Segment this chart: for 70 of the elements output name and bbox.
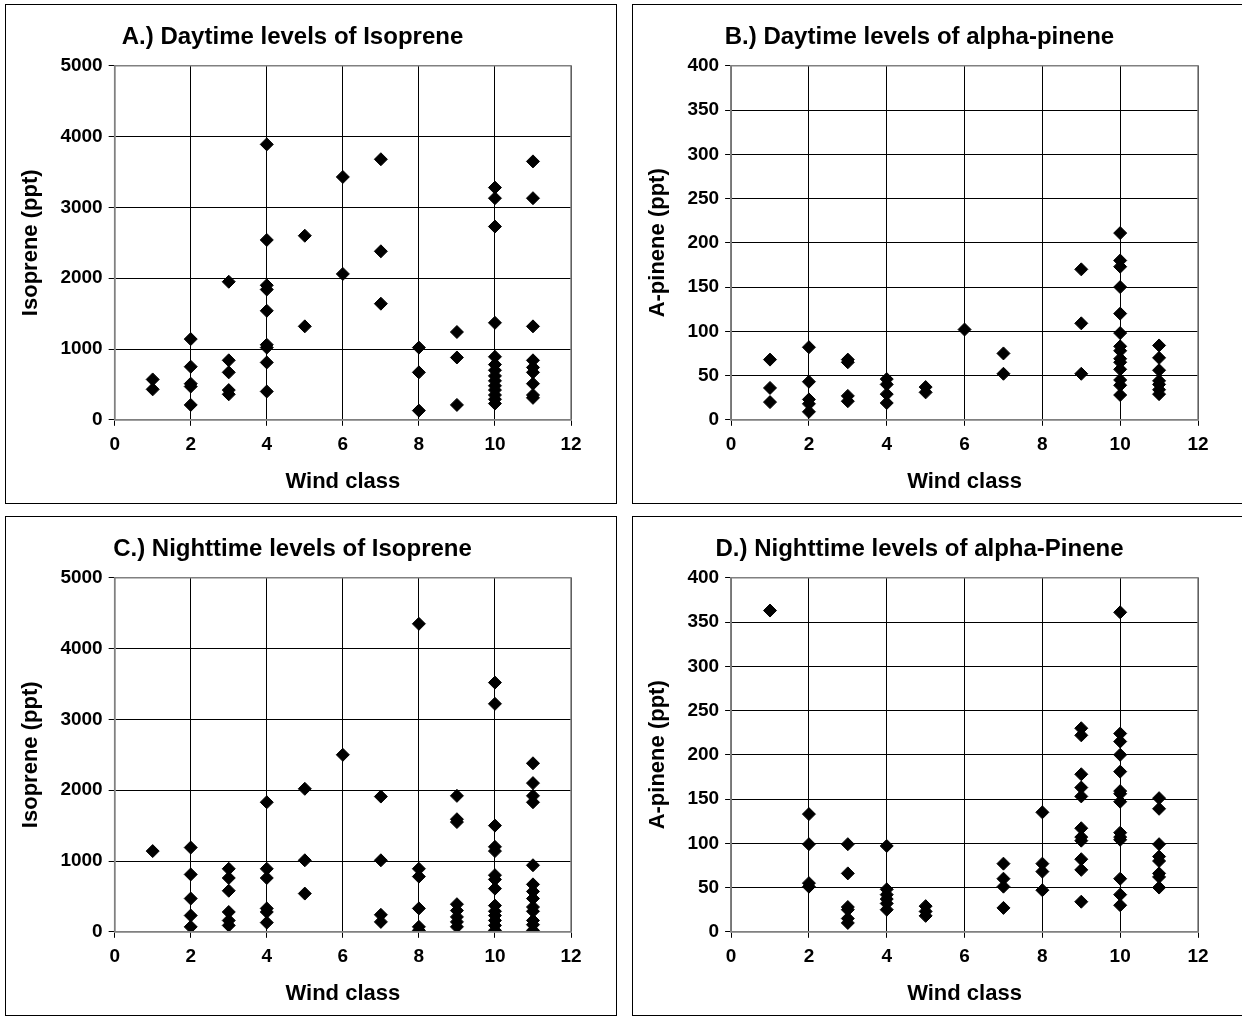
y-axis-title: Isoprene (ppt) xyxy=(17,681,43,829)
x-tick-label: 2 xyxy=(185,433,197,455)
x-tick-label: 10 xyxy=(1109,945,1131,967)
x-tick-label: 12 xyxy=(560,433,582,455)
x-tick-label: 12 xyxy=(560,945,582,967)
y-tick-label: 150 xyxy=(687,275,720,297)
x-tick-label: 8 xyxy=(413,433,425,455)
y-tick-label: 50 xyxy=(697,363,720,385)
x-tick-label: 10 xyxy=(1109,433,1131,455)
y-tick-label: 1000 xyxy=(60,337,103,359)
y-tick-label: 150 xyxy=(687,787,720,809)
y-tick-label: 200 xyxy=(687,743,720,765)
y-tick-label: 5000 xyxy=(60,566,103,588)
x-tick-label: 4 xyxy=(261,433,273,455)
x-tick-label: 2 xyxy=(803,433,815,455)
x-tick-label: 0 xyxy=(725,433,737,455)
y-tick-label: 2000 xyxy=(60,778,103,800)
y-tick-label: 0 xyxy=(92,408,103,430)
y-tick-label: 3000 xyxy=(60,707,103,729)
x-tick-label: 10 xyxy=(484,945,506,967)
y-tick-label: 4000 xyxy=(60,124,103,146)
y-tick-label: 1000 xyxy=(60,849,103,871)
x-tick-label: 4 xyxy=(881,945,893,967)
y-tick-label: 250 xyxy=(687,186,720,208)
x-tick-label: 6 xyxy=(959,433,970,455)
x-tick-label: 6 xyxy=(337,433,349,455)
y-tick-label: 0 xyxy=(708,408,720,430)
x-axis-title: Wind class xyxy=(907,979,1022,1005)
x-tick-label: 0 xyxy=(109,433,120,455)
x-tick-label: 12 xyxy=(1187,433,1209,455)
x-tick-label: 4 xyxy=(881,433,893,455)
x-tick-label: 6 xyxy=(959,945,970,967)
x-axis-title: Wind class xyxy=(907,467,1022,493)
x-tick-label: 10 xyxy=(484,433,506,455)
x-axis-title: Wind class xyxy=(285,467,401,493)
y-tick-label: 100 xyxy=(687,319,720,341)
chart-title: D.) Nighttime levels of alpha-Pinene xyxy=(715,534,1124,562)
x-axis-title: Wind class xyxy=(285,979,401,1005)
y-axis-title: A-pinene (ppt) xyxy=(644,168,670,318)
chart-title: B.) Daytime levels of alpha-pinene xyxy=(724,22,1115,50)
x-tick-label: 12 xyxy=(1187,945,1209,967)
x-tick-label: 8 xyxy=(1037,945,1048,967)
y-tick-label: 200 xyxy=(687,231,720,253)
chart-title: C.) Nighttime levels of Isoprene xyxy=(113,534,472,562)
x-tick-label: 0 xyxy=(725,945,737,967)
y-tick-label: 5000 xyxy=(60,54,103,76)
y-axis-title: A-pinene (ppt) xyxy=(644,680,670,830)
y-tick-label: 50 xyxy=(697,875,720,897)
y-tick-label: 4000 xyxy=(60,636,103,658)
y-tick-label: 300 xyxy=(687,142,720,164)
y-axis-title: Isoprene (ppt) xyxy=(17,169,43,317)
y-tick-label: 350 xyxy=(687,98,720,120)
y-tick-label: 250 xyxy=(687,698,720,720)
y-tick-label: 2000 xyxy=(60,266,103,288)
x-tick-label: 2 xyxy=(185,945,197,967)
y-tick-label: 300 xyxy=(687,654,720,676)
chart-title: A.) Daytime levels of Isoprene xyxy=(121,22,464,50)
y-tick-label: 0 xyxy=(92,920,103,942)
y-tick-label: 350 xyxy=(687,610,720,632)
x-tick-label: 4 xyxy=(261,945,273,967)
y-tick-label: 0 xyxy=(708,920,720,942)
y-tick-label: 400 xyxy=(687,54,720,76)
x-tick-label: 0 xyxy=(109,945,120,967)
x-tick-label: 8 xyxy=(1037,433,1048,455)
x-tick-label: 6 xyxy=(337,945,349,967)
y-tick-label: 400 xyxy=(687,566,720,588)
x-tick-label: 8 xyxy=(413,945,425,967)
x-tick-label: 2 xyxy=(803,945,815,967)
y-tick-label: 3000 xyxy=(60,195,103,217)
y-tick-label: 100 xyxy=(687,831,720,853)
